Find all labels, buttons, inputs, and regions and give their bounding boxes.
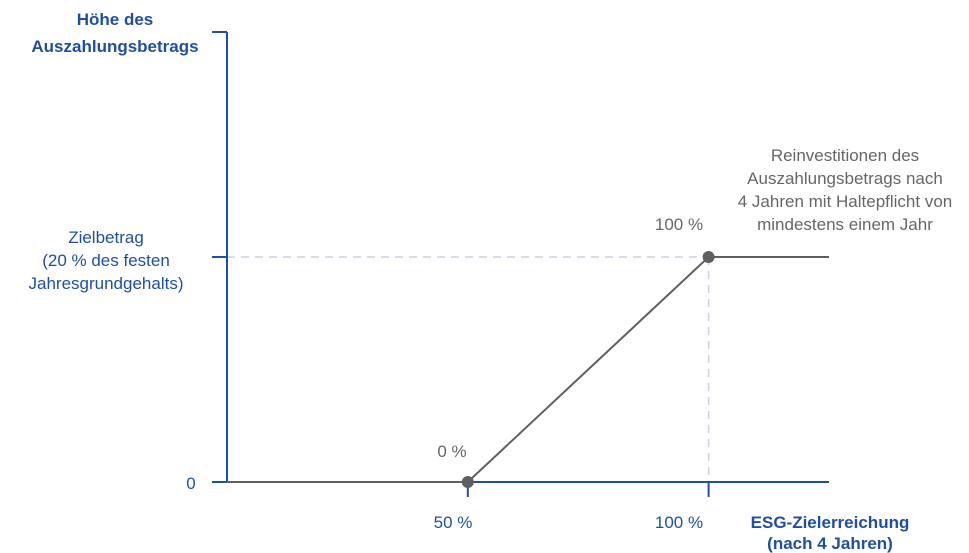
reinvestment-annotation: Reinvestitionen des Auszahlungsbetrags n… <box>738 146 953 234</box>
y-axis-title-line-2: Auszahlungsbetrags <box>31 37 198 56</box>
annotation-line-3: 4 Jahren mit Haltepflicht von <box>738 192 953 211</box>
y-tick-label-zero: 0 <box>186 474 195 493</box>
annotation-line-4: mindestens einem Jahr <box>757 215 933 234</box>
payout-series-line <box>227 256 829 483</box>
x-axis-title-line-1: ESG-Zielerreichung <box>751 513 910 532</box>
point-label-100-percent: 100 % <box>655 215 703 234</box>
y-axis-title: Höhe des Auszahlungsbetrags <box>31 10 198 56</box>
data-point-0-percent <box>461 476 474 488</box>
y-tick-label-target-line-1: Zielbetrag <box>68 228 144 247</box>
point-labels: 0 % 100 % <box>437 215 703 461</box>
y-axis-title-line-1: Höhe des <box>77 10 154 29</box>
y-tick-label-target-line-2: (20 % des festen <box>42 251 170 270</box>
series-group <box>227 251 829 488</box>
axes <box>212 31 829 497</box>
x-axis-title: ESG-Zielerreichung (nach 4 Jahren) <box>751 513 910 553</box>
guide-lines <box>227 256 710 482</box>
y-tick-label-target-line-3: Jahresgrundgehalts) <box>29 274 184 293</box>
x-axis-title-line-2: (nach 4 Jahren) <box>767 534 893 553</box>
annotation-line-2: Auszahlungsbetrags nach <box>747 169 943 188</box>
x-tick-label-50: 50 % <box>434 513 473 532</box>
x-tick-labels: 50 % 100 % <box>434 513 703 532</box>
annotation-line-1: Reinvestitionen des <box>771 146 919 165</box>
point-label-0-percent: 0 % <box>437 442 466 461</box>
y-tick-labels: Zielbetrag (20 % des festen Jahresgrundg… <box>29 228 196 493</box>
data-point-100-percent <box>702 251 715 263</box>
x-tick-label-100: 100 % <box>655 513 703 532</box>
